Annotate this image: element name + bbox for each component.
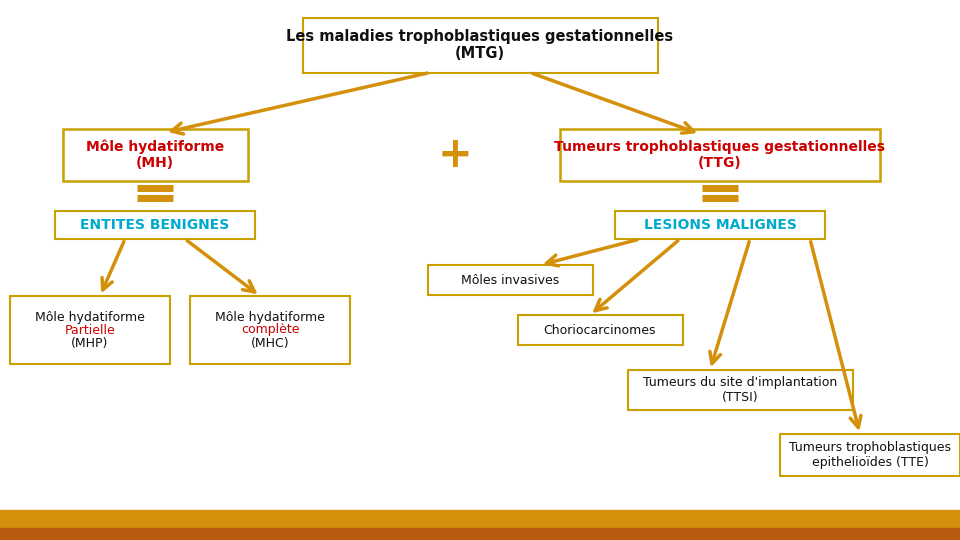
Text: ENTITES BENIGNES: ENTITES BENIGNES (81, 218, 229, 232)
Text: (MHP): (MHP) (71, 336, 108, 349)
Text: Partielle: Partielle (64, 323, 115, 336)
FancyBboxPatch shape (10, 296, 170, 364)
FancyBboxPatch shape (55, 211, 255, 239)
Text: +: + (438, 134, 472, 176)
Text: Môles invasives: Môles invasives (461, 273, 559, 287)
Text: Tumeurs trophoblastiques gestationnelles
(TTG): Tumeurs trophoblastiques gestationnelles… (555, 140, 885, 170)
Text: Môle hydatiforme: Môle hydatiforme (215, 310, 324, 323)
FancyBboxPatch shape (302, 17, 658, 72)
Text: complète: complète (241, 323, 300, 336)
FancyBboxPatch shape (615, 211, 825, 239)
Text: (MHC): (MHC) (251, 336, 289, 349)
FancyBboxPatch shape (517, 315, 683, 345)
FancyBboxPatch shape (427, 265, 592, 295)
Text: Môle hydatiforme
(MH): Môle hydatiforme (MH) (85, 140, 224, 170)
Text: Les maladies trophoblastiques gestationnelles
(MTG): Les maladies trophoblastiques gestationn… (286, 29, 674, 61)
FancyBboxPatch shape (628, 370, 852, 410)
Text: Choriocarcinomes: Choriocarcinomes (543, 323, 657, 336)
FancyBboxPatch shape (62, 129, 248, 181)
FancyBboxPatch shape (780, 434, 960, 476)
Text: Tumeurs du site d'implantation
(TTSI): Tumeurs du site d'implantation (TTSI) (643, 376, 837, 404)
FancyBboxPatch shape (190, 296, 350, 364)
Bar (0, 528, 960, 540)
Text: LESIONS MALIGNES: LESIONS MALIGNES (643, 218, 797, 232)
Bar (0, 510, 960, 528)
FancyBboxPatch shape (560, 129, 880, 181)
Text: Môle hydatiforme: Môle hydatiforme (36, 310, 145, 323)
Text: Tumeurs trophoblastiques
epithelioïdes (TTE): Tumeurs trophoblastiques epithelioïdes (… (789, 441, 951, 469)
